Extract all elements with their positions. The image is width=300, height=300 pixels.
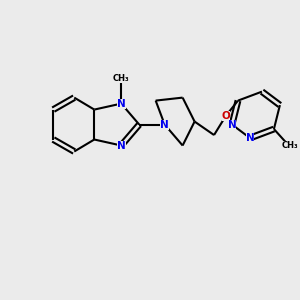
Text: N: N bbox=[228, 120, 236, 130]
Text: CH₃: CH₃ bbox=[282, 141, 299, 150]
Text: O: O bbox=[222, 111, 230, 121]
Text: CH₃: CH₃ bbox=[113, 74, 130, 83]
Text: N: N bbox=[117, 140, 126, 151]
Text: N: N bbox=[246, 133, 254, 143]
Text: N: N bbox=[117, 99, 126, 109]
Text: N: N bbox=[160, 120, 169, 130]
